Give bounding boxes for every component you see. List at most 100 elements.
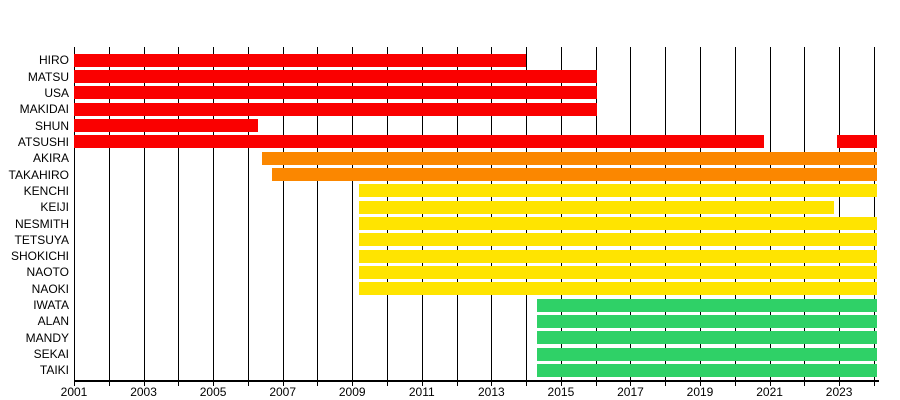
- x-axis-tick: [108, 382, 110, 386]
- x-axis-line: [74, 380, 880, 382]
- x-axis-tick: [839, 382, 841, 386]
- year-gridline: [387, 47, 388, 381]
- x-axis-tick: [734, 382, 736, 386]
- timeline-bar-segment: [272, 168, 878, 182]
- timeline-bar-segment: [359, 217, 878, 230]
- year-gridline: [108, 47, 110, 381]
- timeline-bar-segment: [536, 314, 878, 328]
- x-axis-tick-label: 2023: [825, 385, 853, 399]
- x-axis-tick: [873, 382, 875, 386]
- x-axis-tick: [630, 382, 632, 386]
- year-gridline: [873, 47, 875, 381]
- x-axis-tick: [421, 382, 423, 386]
- year-gridline: [700, 47, 702, 381]
- year-gridline: [317, 47, 319, 381]
- x-axis-tick-label: 2003: [130, 385, 157, 399]
- year-gridline: [247, 47, 249, 381]
- x-axis-tick: [282, 382, 284, 386]
- x-axis-tick-label: 2007: [269, 385, 297, 399]
- x-axis-tick: [178, 382, 180, 386]
- member-row-label: MAKIDAI: [19, 102, 69, 117]
- timeline-bar-segment: [536, 298, 878, 312]
- member-row-label: MATSU: [27, 69, 69, 84]
- x-axis-tick: [665, 382, 667, 386]
- timeline-bar-segment: [74, 53, 527, 67]
- year-gridline: [769, 47, 771, 381]
- year-gridline: [630, 47, 632, 381]
- timeline-bar-segment: [359, 233, 878, 247]
- timeline-bar-segment: [837, 135, 878, 149]
- timeline-bar-segment: [74, 70, 598, 84]
- x-axis-tick: [74, 382, 75, 386]
- timeline-bar-segment: [359, 200, 834, 214]
- year-gridline: [734, 47, 736, 381]
- x-axis-tick: [213, 382, 215, 386]
- x-axis-tick-label: 2009: [338, 385, 366, 399]
- year-gridline: [560, 47, 562, 381]
- x-axis-tick: [700, 382, 702, 386]
- member-row-label: TAIKI: [39, 363, 69, 378]
- x-axis-tick: [143, 382, 145, 386]
- x-axis-tick: [247, 382, 249, 386]
- timeline-bar-segment: [261, 151, 878, 165]
- year-gridline: [421, 47, 423, 381]
- timeline-bar-segment: [536, 331, 878, 345]
- member-row-label: AKIRA: [32, 151, 69, 166]
- x-axis-tick-label: 2005: [199, 385, 227, 399]
- timeline-bar-segment: [536, 363, 878, 377]
- x-axis-tick-label: 2015: [547, 385, 575, 399]
- year-gridline: [143, 47, 145, 381]
- x-axis-tick-label: 2001: [60, 385, 88, 399]
- timeline-bar-segment: [359, 249, 878, 263]
- member-row-label: SEKAI: [33, 347, 69, 362]
- year-gridline: [213, 47, 215, 381]
- year-gridline: [595, 47, 597, 381]
- member-row-label: ALAN: [37, 314, 69, 329]
- x-axis-tick: [317, 382, 319, 386]
- year-gridline: [178, 47, 180, 381]
- member-row-label: SHUN: [34, 118, 69, 133]
- member-row-label: KEIJI: [40, 200, 69, 215]
- x-axis-tick: [491, 382, 493, 386]
- member-row-label: NAOTO: [26, 265, 69, 280]
- x-axis-tick: [387, 382, 388, 386]
- x-axis-tick-label: 2011: [408, 385, 435, 399]
- timeline-bar-segment: [359, 184, 878, 198]
- member-row-label: TETSUYA: [14, 232, 69, 247]
- x-axis-tick: [769, 382, 771, 386]
- x-axis-tick-label: 2021: [756, 385, 783, 399]
- member-row-label: SHOKICHI: [10, 249, 69, 264]
- year-gridline: [839, 47, 841, 381]
- timeline-bar-segment: [74, 86, 598, 100]
- member-row-label: KENCHI: [23, 183, 69, 198]
- timeline-bar-segment: [74, 102, 598, 116]
- x-axis-tick: [352, 382, 354, 386]
- x-axis-tick: [456, 382, 458, 386]
- member-row-label: IWATA: [33, 298, 69, 313]
- year-gridline: [282, 47, 284, 381]
- timeline-bar-segment: [359, 282, 878, 296]
- member-row-label: NESMITH: [15, 216, 69, 231]
- x-axis-tick-label: 2019: [686, 385, 714, 399]
- x-axis-tick-label: 2013: [477, 385, 505, 399]
- year-gridline: [491, 47, 493, 381]
- year-gridline: [74, 47, 75, 381]
- member-row-label: TAKAHIRO: [8, 167, 69, 182]
- member-row-label: NAOKI: [31, 281, 69, 296]
- timeline-bar-segment: [536, 347, 878, 361]
- timeline-bar-segment: [359, 265, 878, 279]
- member-row-label: MANDY: [25, 330, 69, 345]
- year-gridline: [804, 47, 806, 381]
- timeline-bar-segment: [74, 135, 765, 149]
- x-axis-tick: [560, 382, 562, 386]
- year-gridline: [526, 47, 528, 381]
- member-row-label: USA: [44, 85, 69, 100]
- x-axis-tick-label: 2017: [617, 385, 644, 399]
- year-gridline: [456, 47, 458, 381]
- x-axis-tick: [526, 382, 528, 386]
- timeline-bar-segment: [74, 119, 259, 133]
- member-row-label: HIRO: [39, 53, 69, 68]
- member-row-label: ATSUSHI: [17, 134, 69, 149]
- x-axis-tick: [595, 382, 597, 386]
